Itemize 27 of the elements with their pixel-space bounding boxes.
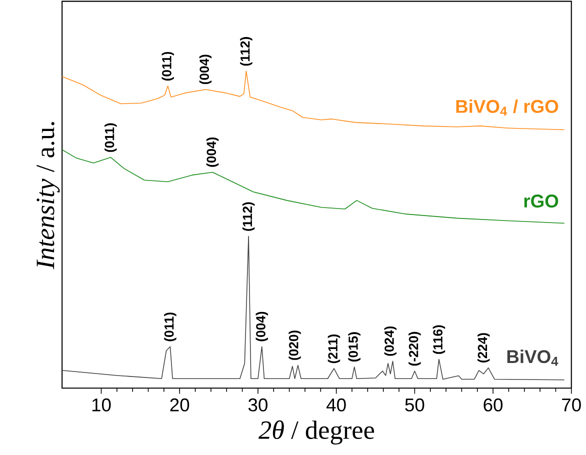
annotation: (112) <box>242 202 255 231</box>
x-tick-label: 20 <box>170 398 190 412</box>
x-tick-label: 70 <box>562 398 581 412</box>
y-axis-title: Intensity / a.u. <box>36 122 60 270</box>
annotation: (004) <box>256 312 268 342</box>
annotation: (224) <box>478 333 490 362</box>
annotation: (015) <box>348 332 360 362</box>
x-tick-label: 10 <box>92 398 111 412</box>
series-label: BiVO$_{4}$ / rGO <box>456 99 558 116</box>
annotation: (011) <box>104 123 117 152</box>
x-tick-label: 30 <box>248 398 268 412</box>
annotation: (011) <box>162 52 174 81</box>
x-axis-title: 2θ / degree <box>258 420 374 444</box>
annotation: (-220) <box>408 332 421 366</box>
series-label: rGO <box>524 194 558 208</box>
annotation: (004) <box>199 54 212 84</box>
annotation: (116) <box>432 325 446 354</box>
annotation: (211) <box>328 334 340 364</box>
annotation: (020) <box>288 330 301 360</box>
x-tick-label: 60 <box>484 398 503 412</box>
annotation: (004) <box>206 137 219 167</box>
annotation: (024) <box>384 326 396 356</box>
x-tick-label: 50 <box>405 398 424 412</box>
series-label: BiVO$_{4}$ <box>507 350 558 366</box>
annotation: (011) <box>164 312 176 342</box>
x-tick-label: 40 <box>326 398 346 412</box>
annotation: (112) <box>240 36 252 66</box>
